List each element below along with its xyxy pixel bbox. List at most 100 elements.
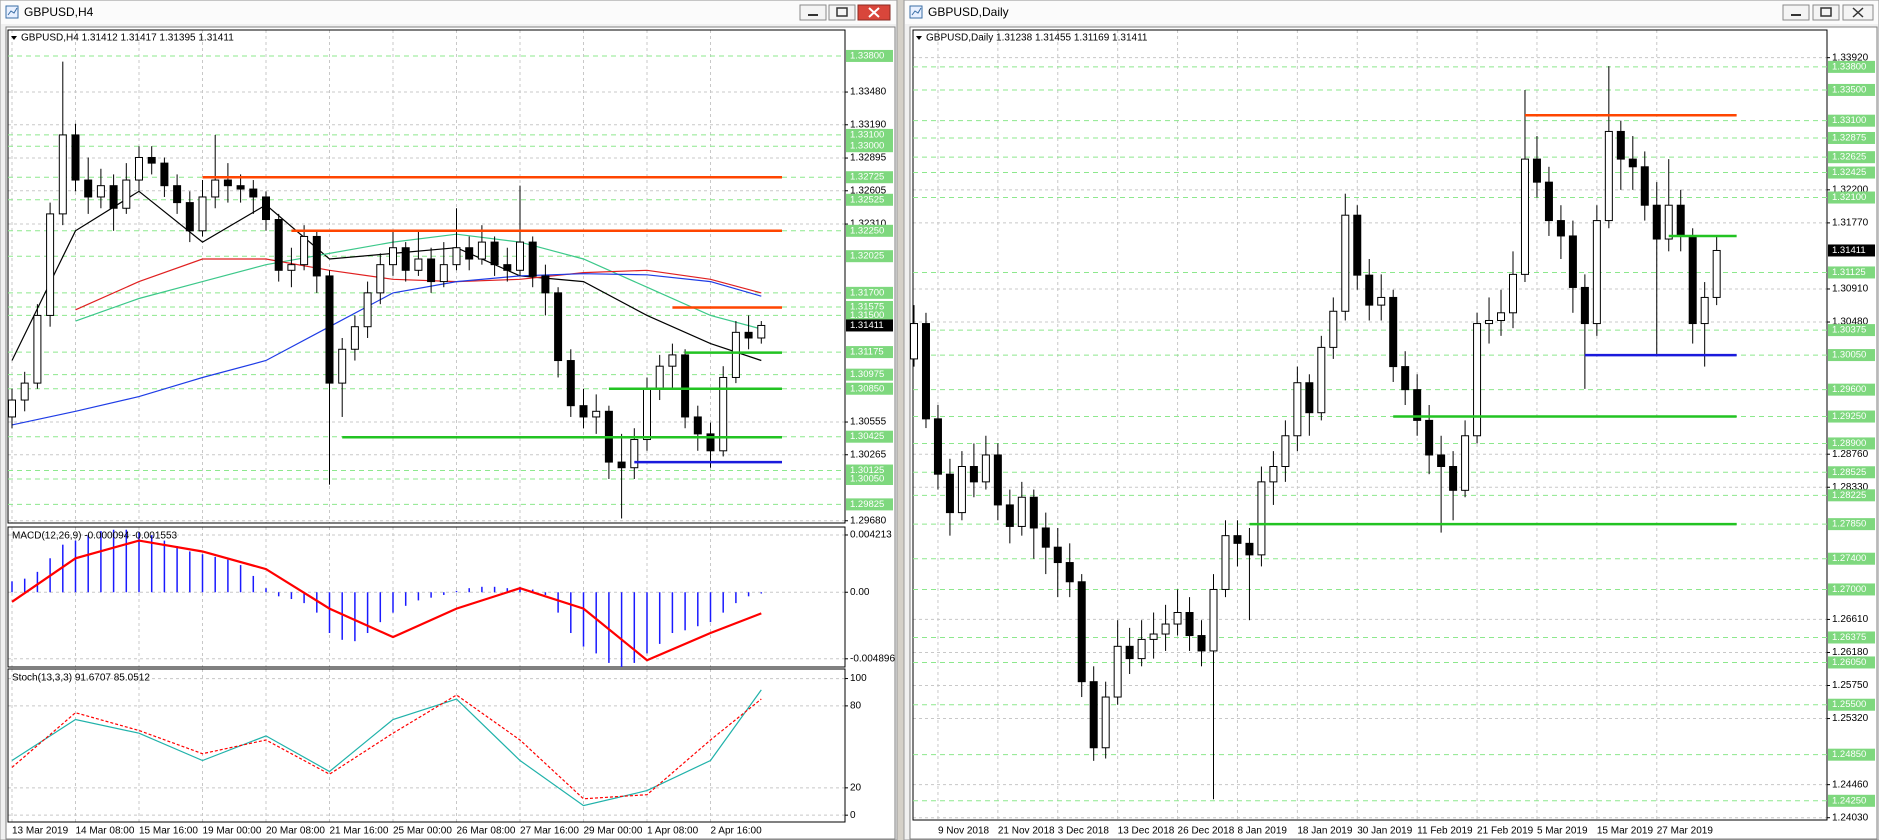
date-label: 26 Mar 08:00 bbox=[457, 826, 516, 837]
price-label: 1.32605 bbox=[850, 185, 887, 196]
level-label: 1.30050 bbox=[850, 474, 884, 485]
minimize-button[interactable] bbox=[799, 4, 827, 21]
level-box bbox=[846, 224, 893, 237]
candle-body bbox=[1377, 296, 1386, 306]
candle-body bbox=[1005, 504, 1014, 527]
candle-body bbox=[173, 185, 182, 204]
maximize-button[interactable] bbox=[1812, 4, 1840, 21]
price-label: 100 bbox=[850, 673, 867, 684]
price-label: 1.29680 bbox=[850, 515, 887, 526]
candle-body bbox=[554, 292, 563, 362]
candle-body bbox=[414, 258, 423, 271]
stoch-main bbox=[11, 689, 762, 807]
level-box bbox=[1828, 631, 1875, 644]
level-box bbox=[1828, 191, 1875, 204]
candle-body bbox=[981, 454, 990, 483]
date-label: 26 Dec 2018 bbox=[1178, 826, 1235, 837]
candle-body bbox=[731, 331, 740, 378]
candle-body bbox=[1544, 181, 1553, 222]
candle-body bbox=[198, 196, 207, 232]
date-label: 15 Mar 16:00 bbox=[139, 826, 198, 837]
date-label: 18 Jan 2019 bbox=[1297, 826, 1352, 837]
candle-body bbox=[211, 179, 220, 198]
candle-body bbox=[1616, 130, 1625, 160]
level-box bbox=[1828, 60, 1875, 73]
candle-body bbox=[1437, 454, 1446, 467]
candle-body bbox=[1485, 319, 1494, 325]
level-label: 1.31575 bbox=[850, 301, 884, 312]
price-label: 1.33480 bbox=[850, 87, 887, 98]
candle-body bbox=[1580, 286, 1589, 325]
candle-body bbox=[1329, 310, 1338, 348]
level-label: 1.33000 bbox=[850, 141, 884, 152]
level-label: 1.28900 bbox=[1832, 438, 1866, 449]
date-label: 13 Dec 2018 bbox=[1118, 826, 1175, 837]
candle-body bbox=[1461, 435, 1470, 491]
date-label: 1 Apr 08:00 bbox=[647, 826, 699, 837]
candle-body bbox=[744, 331, 753, 339]
candle-body bbox=[439, 264, 448, 283]
indicator-label: MACD(12,26,9) -0.000094 -0.001553 bbox=[12, 531, 178, 542]
panel-frame bbox=[7, 526, 846, 668]
candle-body bbox=[1628, 158, 1637, 168]
candle-body bbox=[1209, 588, 1218, 652]
date-label: 21 Feb 2019 bbox=[1477, 826, 1534, 837]
level-label: 1.32025 bbox=[850, 251, 884, 262]
level-box bbox=[1828, 552, 1875, 565]
candle-body bbox=[427, 258, 436, 283]
price-label: 1.30910 bbox=[1832, 284, 1869, 295]
candle-body bbox=[1413, 389, 1422, 421]
candle-body bbox=[1221, 535, 1230, 590]
candle-body bbox=[20, 382, 29, 401]
level-box bbox=[1828, 266, 1875, 279]
minimize-button[interactable] bbox=[1782, 4, 1810, 21]
close-icon bbox=[868, 7, 880, 18]
level-label: 1.30375 bbox=[1832, 325, 1866, 336]
candle-body bbox=[1592, 220, 1601, 325]
price-label: 1.32200 bbox=[1832, 184, 1869, 195]
candle-body bbox=[109, 185, 118, 209]
price-label: 1.26180 bbox=[1832, 647, 1869, 658]
price-label: 1.28330 bbox=[1832, 482, 1869, 493]
level-label: 1.32525 bbox=[850, 194, 884, 205]
candle-body bbox=[503, 264, 512, 271]
candle-body bbox=[401, 247, 410, 271]
candle-body bbox=[1101, 696, 1110, 749]
level-label: 1.33100 bbox=[1832, 115, 1866, 126]
level-label: 1.33500 bbox=[1832, 84, 1866, 95]
price-label: 1.31770 bbox=[1832, 218, 1869, 229]
candle-body bbox=[477, 241, 486, 260]
level-label: 1.24250 bbox=[1832, 795, 1866, 806]
macd-signal bbox=[11, 539, 762, 662]
level-label: 1.24850 bbox=[1832, 749, 1866, 760]
candle-body bbox=[312, 235, 321, 277]
date-label: 21 Mar 16:00 bbox=[330, 826, 389, 837]
date-label: 3 Dec 2018 bbox=[1058, 826, 1110, 837]
level-box bbox=[1828, 383, 1875, 396]
candle-body bbox=[1197, 635, 1206, 652]
level-box bbox=[846, 49, 893, 62]
candle-body bbox=[338, 348, 347, 384]
price-label: -0.004896 bbox=[850, 653, 895, 664]
candle-body bbox=[1317, 346, 1326, 414]
current-price-label: 1.31411 bbox=[1832, 245, 1866, 256]
moving-average bbox=[75, 258, 762, 311]
level-box bbox=[846, 309, 893, 322]
candle-body bbox=[389, 247, 397, 266]
level-box bbox=[846, 430, 893, 443]
price-label: 0 bbox=[850, 810, 856, 821]
date-label: 15 Mar 2019 bbox=[1597, 826, 1654, 837]
date-label: 30 Jan 2019 bbox=[1357, 826, 1412, 837]
date-label: 19 Mar 00:00 bbox=[203, 826, 262, 837]
level-label: 1.27850 bbox=[1832, 519, 1866, 530]
indicator-label: Stoch(13,3,3) 91.6707 85.0512 bbox=[12, 673, 150, 684]
maximize-button[interactable] bbox=[828, 4, 856, 21]
candle-body bbox=[1688, 235, 1697, 325]
candle-body bbox=[1568, 235, 1577, 288]
candle-body bbox=[643, 388, 651, 441]
candle-body bbox=[579, 405, 588, 418]
candle-body bbox=[1125, 645, 1134, 660]
level-box bbox=[1828, 794, 1875, 807]
level-box bbox=[1828, 583, 1875, 596]
candle-body bbox=[287, 264, 296, 271]
